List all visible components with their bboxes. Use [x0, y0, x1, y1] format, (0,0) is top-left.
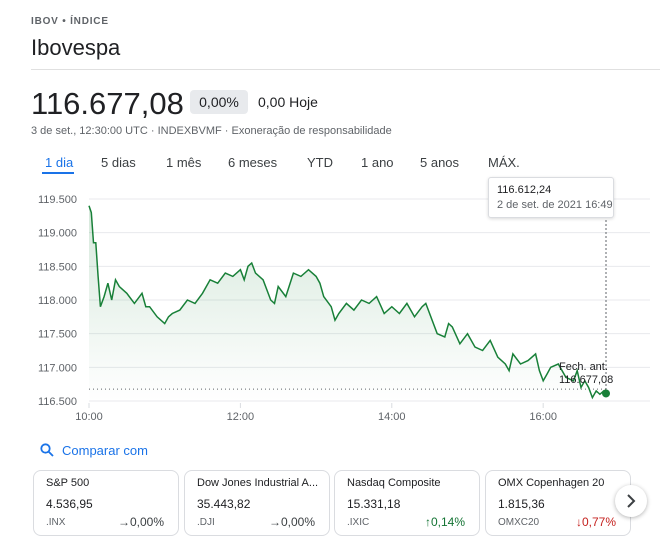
- card-change: →0,00%: [117, 515, 164, 529]
- x-tick-label: 14:00: [378, 411, 406, 423]
- price-chart[interactable]: 119.500 119.000 118.500 118.000 117.500 117.0…: [0, 178, 660, 428]
- compare-card-dow-jones[interactable]: Dow Jones Industrial A... 35.443,82 .DJI…: [184, 470, 330, 536]
- y-tick-label: 116.500: [38, 396, 77, 408]
- y-tick-label: 118.500: [38, 261, 77, 273]
- card-price: 15.331,18: [347, 497, 401, 511]
- card-name: S&P 500: [46, 477, 90, 489]
- tooltip-value: 116.612,24: [497, 184, 552, 196]
- y-tick-label: 119.000: [38, 228, 77, 240]
- tab-ytd[interactable]: YTD: [307, 155, 333, 170]
- active-tab-indicator: [42, 172, 74, 174]
- chevron-right-icon: [615, 494, 647, 521]
- x-tick-label: 12:00: [227, 411, 255, 423]
- tab-6-months[interactable]: 6 meses: [228, 155, 278, 170]
- card-name: Nasdaq Composite: [347, 477, 441, 489]
- card-name: Dow Jones Industrial A...: [197, 477, 319, 489]
- breadcrumb: IBOV • ÍNDICE: [31, 16, 109, 27]
- card-change: →0,00%: [268, 515, 315, 529]
- card-change: ↓0,77%: [575, 515, 616, 529]
- tab-5-years[interactable]: 5 anos: [420, 155, 460, 170]
- price-area-fill: [89, 205, 606, 401]
- tooltip-date: 2 de set. de 2021 16:49: [497, 199, 613, 211]
- tab-max[interactable]: MÁX.: [488, 155, 520, 170]
- compare-card-nasdaq[interactable]: Nasdaq Composite 15.331,18 .IXIC ↑0,14%: [334, 470, 480, 536]
- tab-5-days[interactable]: 5 dias: [101, 155, 136, 170]
- change-absolute: 0,00 Hoje: [258, 94, 318, 110]
- card-price: 1.815,36: [498, 497, 545, 511]
- y-tick-label: 117.000: [38, 362, 77, 374]
- change-percent-badge: 0,00%: [190, 90, 248, 114]
- tab-1-month[interactable]: 1 mês: [166, 155, 202, 170]
- x-tick-label: 10:00: [75, 411, 103, 423]
- card-symbol: .INX: [46, 517, 66, 528]
- y-tick-label: 117.500: [38, 329, 77, 341]
- next-cards-button[interactable]: [615, 485, 647, 517]
- x-tick-label: 16:00: [529, 411, 557, 423]
- compare-card-omx[interactable]: OMX Copenhagen 20 1.815,36 OMXC20 ↓0,77%: [485, 470, 631, 536]
- card-symbol: .DJI: [197, 517, 215, 528]
- card-name: OMX Copenhagen 20: [498, 477, 605, 489]
- hover-tooltip: 116.612,24 2 de set. de 2021 16:49: [488, 177, 614, 218]
- tab-1-year[interactable]: 1 ano: [361, 155, 394, 170]
- compare-card-sp500[interactable]: S&P 500 4.536,95 .INX →0,00%: [33, 470, 179, 536]
- current-price: 116.677,08: [31, 86, 184, 121]
- tab-1-day[interactable]: 1 dia: [45, 155, 74, 170]
- compare-label: Comparar com: [62, 443, 148, 458]
- title-divider: [31, 69, 660, 70]
- card-symbol: .IXIC: [347, 517, 370, 528]
- card-change: ↑0,14%: [424, 515, 465, 529]
- card-symbol: OMXC20: [498, 517, 540, 528]
- card-price: 35.443,82: [197, 497, 251, 511]
- compare-button[interactable]: Comparar com: [40, 443, 148, 460]
- prev-close-label: Fech. ant.: [559, 361, 608, 373]
- y-tick-label: 118.000: [38, 295, 77, 307]
- y-tick-label: 119.500: [38, 194, 77, 206]
- page-title: Ibovespa: [31, 35, 121, 60]
- quote-meta: 3 de set., 12:30:00 UTC · INDEXBVMF · Ex…: [31, 125, 392, 137]
- search-icon: [40, 443, 54, 460]
- prev-close-value: 116.677,08: [559, 374, 613, 386]
- price-series-line: [88, 205, 607, 400]
- card-price: 4.536,95: [46, 497, 93, 511]
- cursor-dot: [602, 389, 610, 398]
